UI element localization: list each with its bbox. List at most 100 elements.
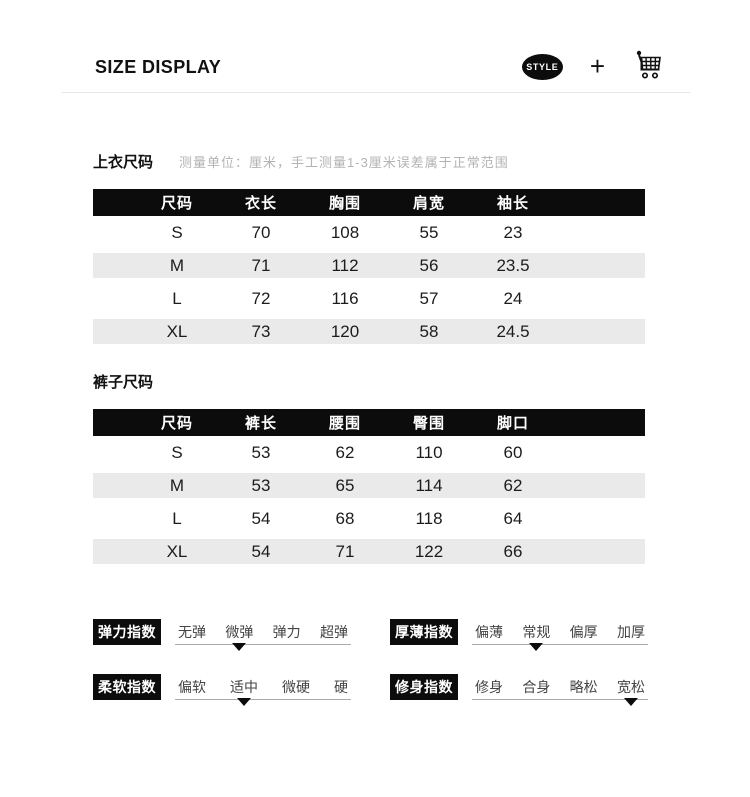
table-cell: 24 [471, 289, 555, 309]
indicator-label: 柔软指数 [93, 674, 161, 700]
indicator-scale: 修身合身略松宽松 [472, 674, 648, 700]
table-cell: 64 [471, 509, 555, 529]
table-cell: M [135, 476, 219, 496]
table-cell: 53 [219, 443, 303, 463]
table-cell: 110 [387, 443, 471, 463]
table-cell: XL [135, 322, 219, 342]
table-cell: 114 [387, 476, 471, 496]
indicator-option: 常规 [522, 622, 550, 642]
top-actions: STYLE + [522, 49, 662, 86]
selected-level-marker [624, 698, 638, 706]
column-header: 裤长 [219, 412, 303, 433]
indicator-scale: 无弹微弹弹力超弹 [175, 619, 351, 645]
table-cell: 23.5 [471, 256, 555, 276]
indicator-fit: 修身指数 修身合身略松宽松 [390, 670, 648, 704]
column-header: 臀围 [387, 412, 471, 433]
measure-unit-note: 测量单位：厘米，手工测量1-3厘米误差属于正常范围 [179, 152, 509, 171]
column-header: 胸围 [303, 192, 387, 213]
column-header: 衣长 [219, 192, 303, 213]
indicator-option: 硬 [334, 677, 348, 697]
table-cell: 58 [387, 322, 471, 342]
column-header: 袖长 [471, 192, 555, 213]
indicator-option: 适中 [230, 677, 258, 697]
indicator-option: 超弹 [320, 622, 348, 642]
table-cell: 118 [387, 509, 471, 529]
selected-level-marker [232, 643, 246, 651]
plus-icon[interactable]: + [590, 53, 605, 81]
table-cell: 70 [219, 223, 303, 243]
indicator-label: 厚薄指数 [390, 619, 458, 645]
section-title-pants: 裤子尺码 [93, 371, 153, 392]
indicator-option: 宽松 [617, 677, 645, 697]
table-cell: M [135, 256, 219, 276]
table-cell: 53 [219, 476, 303, 496]
column-header: 尺码 [135, 412, 219, 433]
tops-size-section: 上衣尺码 测量单位：厘米，手工测量1-3厘米误差属于正常范围 尺码衣长胸围肩宽袖… [93, 151, 645, 348]
column-header: 肩宽 [387, 192, 471, 213]
table-cell: XL [135, 542, 219, 562]
indicator-scale: 偏软适中微硬硬 [175, 674, 351, 700]
table-cell: 56 [387, 256, 471, 276]
selected-level-marker [237, 698, 251, 706]
table-cell: S [135, 223, 219, 243]
table-cell: L [135, 289, 219, 309]
table-header-row: 尺码裤长腰围臀围脚口 [93, 409, 645, 436]
table-cell: S [135, 443, 219, 463]
table-cell: 108 [303, 223, 387, 243]
section-title-tops: 上衣尺码 [93, 151, 153, 172]
indicator-option: 无弹 [178, 622, 206, 642]
indicator-option: 微硬 [282, 677, 310, 697]
table-cell: 72 [219, 289, 303, 309]
indicator-option: 略松 [570, 677, 598, 697]
indicator-softness: 柔软指数 偏软适中微硬硬 [93, 670, 351, 704]
column-header: 尺码 [135, 192, 219, 213]
indicator-option: 加厚 [617, 622, 645, 642]
table-cell: 23 [471, 223, 555, 243]
indicator-option: 微弹 [225, 622, 253, 642]
shopping-cart-icon[interactable] [632, 49, 662, 86]
table-cell: 60 [471, 443, 555, 463]
table-cell: 65 [303, 476, 387, 496]
table-cell: 55 [387, 223, 471, 243]
table-cell: 112 [303, 256, 387, 276]
indicator-thickness: 厚薄指数 偏薄常规偏厚加厚 [390, 615, 648, 649]
style-badge[interactable]: STYLE [522, 54, 563, 80]
selected-level-marker [529, 643, 543, 651]
page-title: SIZE DISPLAY [95, 57, 221, 78]
indicator-option: 偏厚 [570, 622, 598, 642]
table-cell: 120 [303, 322, 387, 342]
indicator-scale: 偏薄常规偏厚加厚 [472, 619, 648, 645]
indicator-label: 弹力指数 [93, 619, 161, 645]
table-cell: 54 [219, 542, 303, 562]
table-cell: 54 [219, 509, 303, 529]
section-head: 裤子尺码 [93, 371, 645, 392]
indicator-option: 修身 [475, 677, 503, 697]
fabric-indicators: 弹力指数 无弹微弹弹力超弹 厚薄指数 偏薄常规偏厚加厚 柔软指数 偏软适中微硬硬… [93, 615, 750, 704]
table-cell: 73 [219, 322, 303, 342]
table-cell: 122 [387, 542, 471, 562]
table-header-row: 尺码衣长胸围肩宽袖长 [93, 189, 645, 216]
table-cell: 62 [303, 443, 387, 463]
table-cell: 71 [303, 542, 387, 562]
table-cell: 116 [303, 289, 387, 309]
column-header: 脚口 [471, 412, 555, 433]
top-bar: SIZE DISPLAY STYLE + [95, 47, 662, 87]
column-header: 腰围 [303, 412, 387, 433]
indicator-option: 偏薄 [475, 622, 503, 642]
table-cell: L [135, 509, 219, 529]
section-head: 上衣尺码 测量单位：厘米，手工测量1-3厘米误差属于正常范围 [93, 151, 645, 172]
table-cell: 62 [471, 476, 555, 496]
table-cell: 24.5 [471, 322, 555, 342]
